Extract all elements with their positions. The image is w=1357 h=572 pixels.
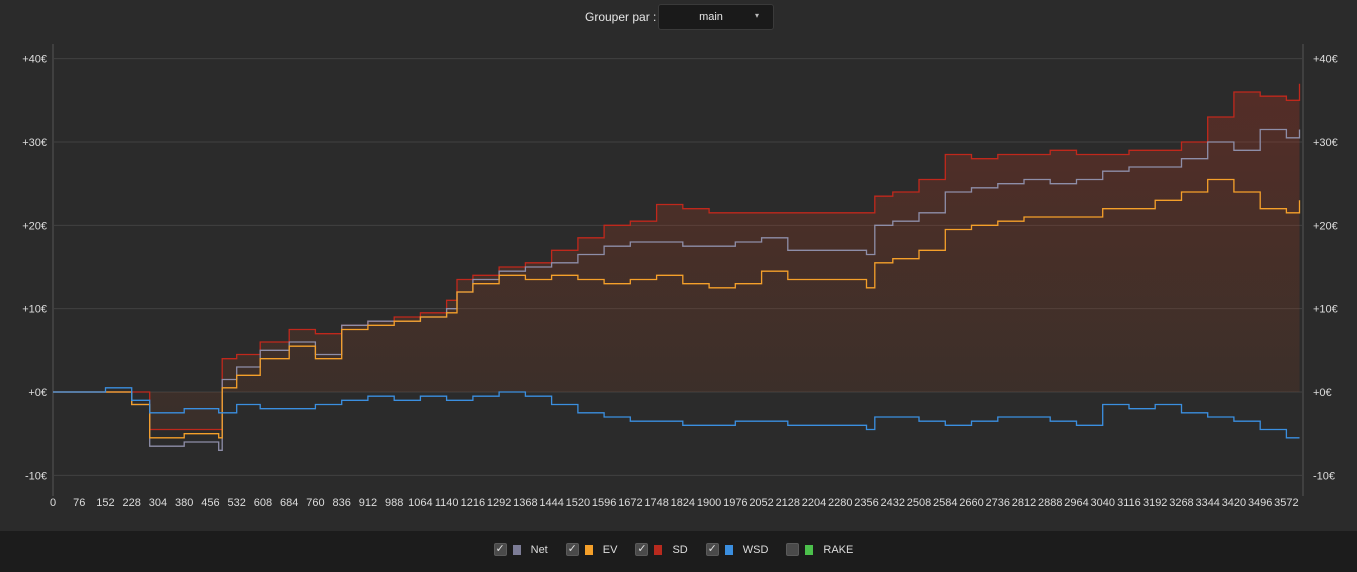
ev-swatch [584, 544, 593, 555]
group-by-value: main [699, 11, 723, 23]
x-tick-label: 3192 [1143, 497, 1167, 509]
checkbox[interactable]: ✓ [493, 543, 507, 556]
net-swatch [512, 544, 521, 555]
series-line-ev [53, 178, 1301, 439]
chevron-down-icon: ▾ [754, 11, 759, 20]
x-tick-label: 1596 [592, 497, 616, 509]
series-line-sd [53, 83, 1301, 431]
x-tick-label: 3268 [1169, 497, 1193, 509]
y-tick-label-left: +0€ [28, 387, 47, 399]
x-tick-label: 2052 [749, 497, 773, 509]
wsd-swatch [724, 544, 733, 555]
x-tick-label: 684 [280, 497, 298, 509]
y-tick-label-left: +40€ [22, 54, 47, 66]
x-tick-label: 1444 [539, 497, 563, 509]
legend-item-ev[interactable]: ✓ EV [565, 543, 628, 556]
x-tick-label: 2280 [828, 497, 852, 509]
legend-item-sd[interactable]: ✓ SD [635, 543, 697, 556]
y-tick-label-right: +30€ [1313, 137, 1338, 149]
x-tick-label: 2356 [854, 497, 878, 509]
y-tick-label-right: +0€ [1313, 387, 1332, 399]
x-tick-label: 2736 [986, 497, 1010, 509]
x-tick-label: 2508 [907, 497, 931, 509]
x-tick-label: 1064 [408, 497, 432, 509]
toolbar: Grouper par : main ▾ [0, 0, 1357, 36]
x-tick-label: 152 [96, 497, 114, 509]
x-tick-label: 1900 [697, 497, 721, 509]
x-tick-label: 2432 [881, 497, 905, 509]
x-tick-label: 228 [123, 497, 141, 509]
legend-item-net[interactable]: ✓ Net [493, 543, 558, 556]
x-tick-label: 1140 [435, 497, 459, 509]
y-tick-label-right: -10€ [1313, 470, 1335, 482]
y-tick-label-left: +20€ [22, 220, 47, 232]
x-tick-label: 2888 [1038, 497, 1062, 509]
x-tick-label: 76 [73, 497, 85, 509]
checkbox[interactable] [786, 543, 800, 556]
y-tick-label-right: +20€ [1313, 220, 1338, 232]
y-tick-label-right: +10€ [1313, 304, 1338, 316]
checkbox[interactable]: ✓ [635, 543, 649, 556]
sd-area-fill [53, 83, 1300, 430]
x-tick-label: 1216 [461, 497, 485, 509]
x-tick-label: 456 [201, 497, 219, 509]
group-by-select[interactable]: main ▾ [658, 4, 774, 30]
x-tick-label: 1976 [723, 497, 747, 509]
legend-label: RAKE [823, 543, 854, 556]
x-tick-label: 1292 [487, 497, 511, 509]
y-tick-label-left: +30€ [22, 137, 47, 149]
legend: ✓ Net ✓ EV ✓ SD ✓ WSD RAKE [0, 543, 1357, 556]
legend-label: SD [672, 543, 688, 556]
x-tick-label: 912 [359, 497, 377, 509]
x-tick-label: 1672 [618, 497, 642, 509]
rake-swatch [805, 544, 814, 555]
x-tick-label: 0 [50, 497, 56, 509]
x-tick-label: 380 [175, 497, 193, 509]
y-tick-label-left: +10€ [22, 304, 47, 316]
y-tick-label-left: -10€ [25, 470, 47, 482]
x-tick-label: 988 [385, 497, 403, 509]
checkbox[interactable]: ✓ [705, 543, 719, 556]
legend-label: EV [602, 543, 618, 556]
series-line-net [53, 128, 1301, 451]
x-tick-label: 760 [306, 497, 324, 509]
x-tick-label: 608 [254, 497, 272, 509]
checkbox[interactable]: ✓ [565, 543, 579, 556]
x-tick-label: 1520 [566, 497, 590, 509]
x-tick-label: 304 [149, 497, 167, 509]
x-tick-label: 2812 [1012, 497, 1036, 509]
x-tick-label: 2584 [933, 497, 957, 509]
x-tick-label: 3420 [1222, 497, 1246, 509]
x-tick-label: 3116 [1117, 497, 1141, 509]
sd-swatch [654, 544, 663, 555]
chart: +40€ +30€ +20€ +10€ +0€ -10€ +40€ +30€ +20€ +10€… [22, 44, 1338, 509]
x-tick-label: 2128 [776, 497, 800, 509]
x-tick-label: 1824 [671, 497, 695, 509]
x-tick-label: 532 [228, 497, 246, 509]
x-tick-label: 2964 [1064, 497, 1088, 509]
x-tick-label: 2204 [802, 497, 826, 509]
x-tick-label: 3572 [1274, 497, 1298, 509]
x-tick-label: 3040 [1090, 497, 1114, 509]
legend-item-wsd[interactable]: ✓ WSD [705, 543, 779, 556]
y-tick-label-right: +40€ [1313, 54, 1338, 66]
x-tick-label: 836 [332, 497, 350, 509]
series-line-wsd [53, 387, 1300, 439]
x-tick-label: 1748 [644, 497, 668, 509]
legend-label: WSD [742, 543, 769, 556]
x-tick-label: 3344 [1195, 497, 1219, 509]
x-tick-label: 1368 [513, 497, 537, 509]
legend-item-rake[interactable]: RAKE [786, 543, 863, 556]
legend-label: Net [530, 543, 548, 556]
x-tick-label: 2660 [959, 497, 983, 509]
group-by-label: Grouper par : [585, 10, 657, 24]
legend-bar: ✓ Net ✓ EV ✓ SD ✓ WSD RAKE [0, 531, 1357, 572]
x-tick-label: 3496 [1248, 497, 1272, 509]
